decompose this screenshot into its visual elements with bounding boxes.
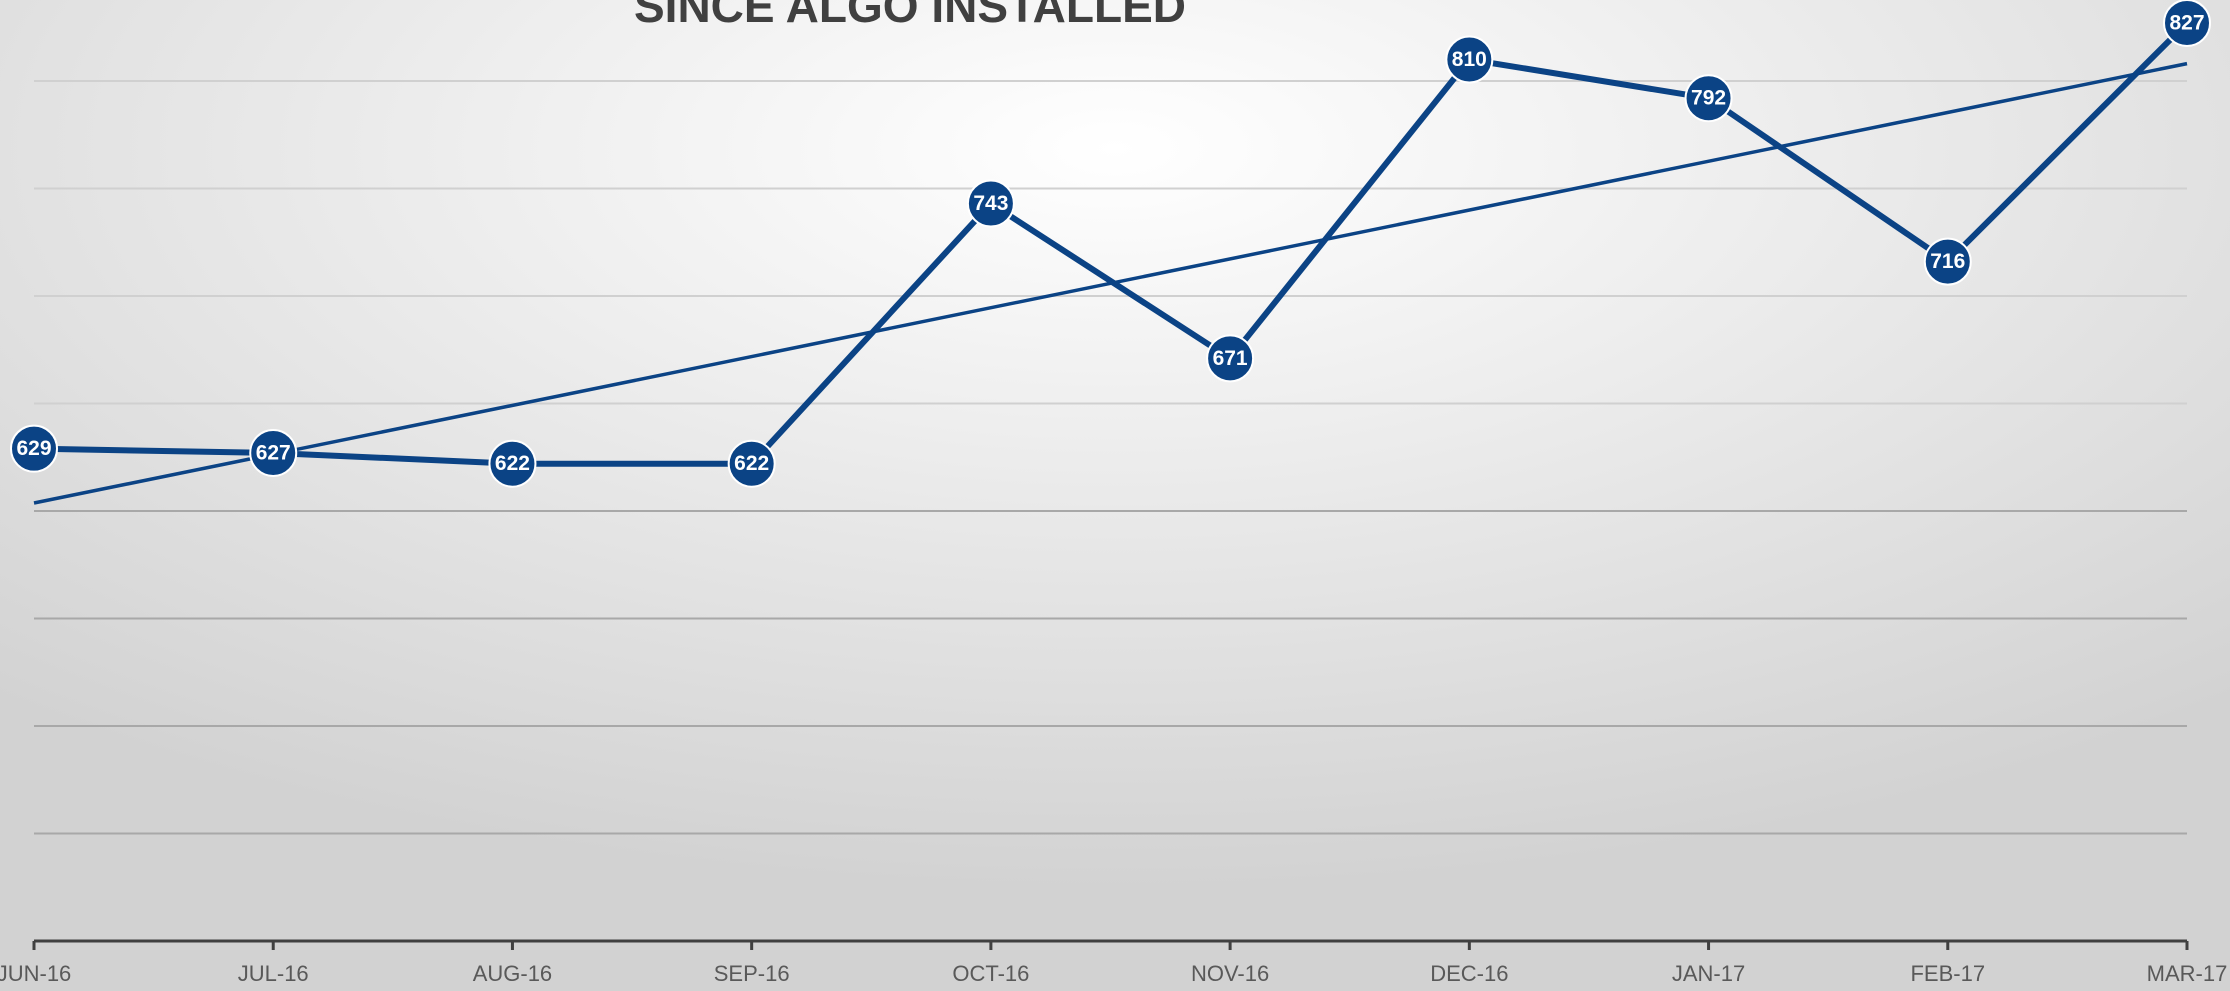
data-label: 629 (16, 437, 51, 460)
x-tick-label: SEP-16 (714, 961, 790, 986)
x-tick-label: OCT-16 (952, 961, 1029, 986)
x-tick-label: FEB-17 (1910, 961, 1985, 986)
data-point (10, 424, 58, 473)
data-point (1445, 35, 1494, 84)
x-tick-label: JUN-16 (0, 961, 71, 986)
data-point (1923, 237, 1972, 286)
data-point (488, 439, 537, 488)
x-tick-label: JUL-16 (238, 961, 309, 986)
data-label: 716 (1930, 250, 1965, 273)
data-point (1684, 74, 1733, 123)
data-point (249, 428, 298, 477)
x-tick-label: MAR-17 (2147, 961, 2228, 986)
data-point (727, 439, 776, 488)
data-label: 827 (2169, 11, 2204, 34)
data-label: 622 (495, 452, 530, 475)
data-point (966, 179, 1015, 228)
x-tick-label: NOV-16 (1191, 961, 1269, 986)
data-label: 622 (734, 452, 769, 475)
data-point (2163, 0, 2211, 47)
data-label: 792 (1691, 87, 1726, 110)
data-label: 810 (1452, 48, 1487, 71)
x-tick-label: JAN-17 (1672, 961, 1745, 986)
x-tick-label: DEC-16 (1430, 961, 1508, 986)
chart-title: SINCE ALGO INSTALLED (634, 0, 1186, 32)
x-tick-label: AUG-16 (473, 961, 552, 986)
data-label: 671 (1213, 347, 1248, 370)
data-label: 627 (256, 441, 291, 464)
data-point (1206, 334, 1255, 383)
data-label: 743 (973, 192, 1008, 215)
data-line (33, 20, 2190, 467)
